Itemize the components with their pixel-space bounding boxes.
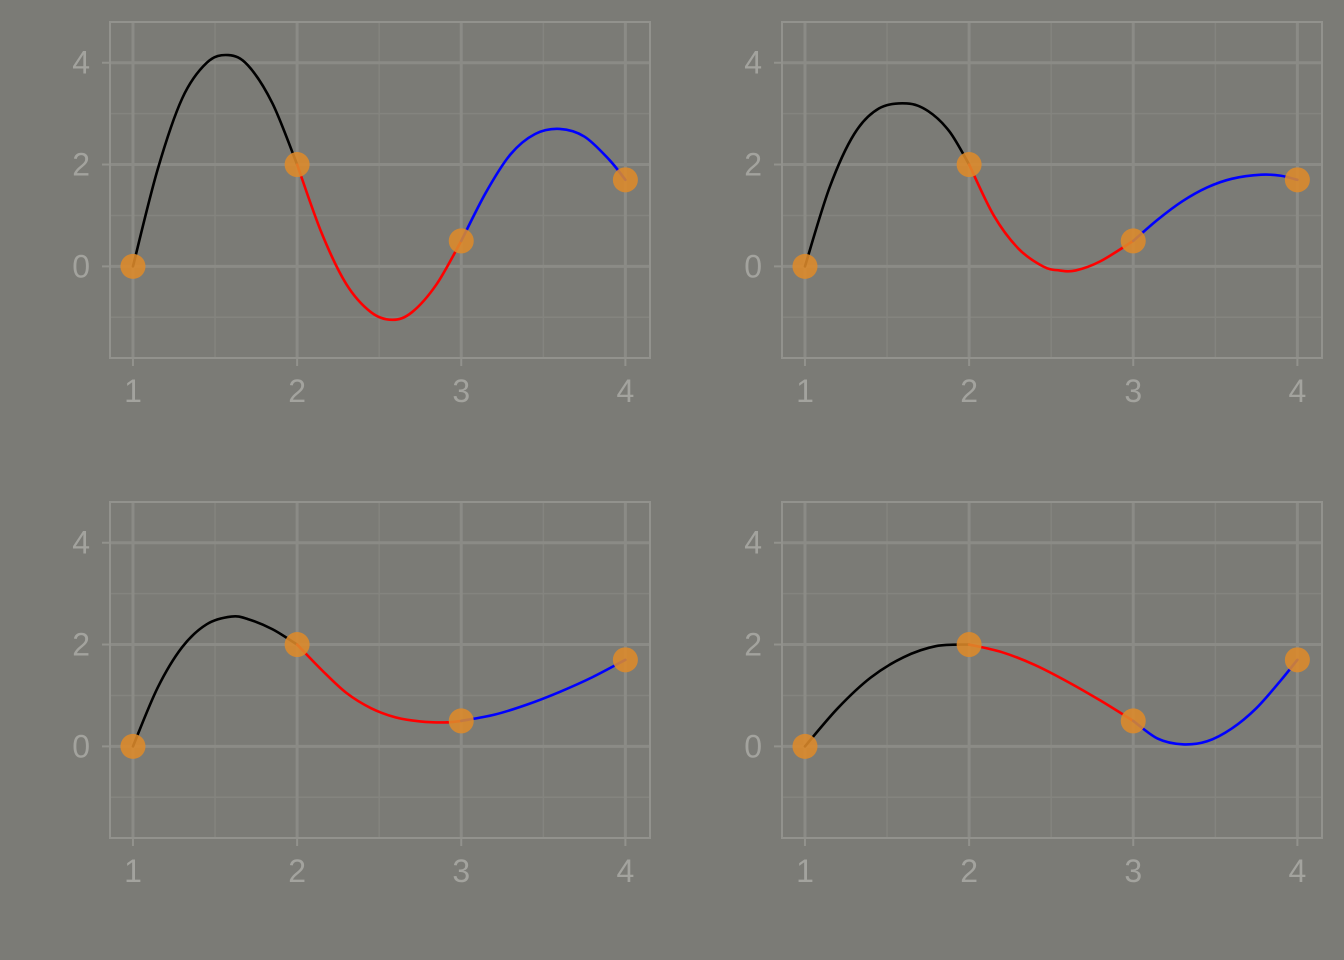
data-point — [792, 253, 818, 279]
spline-segment-1 — [803, 102, 971, 268]
x-tick-label: 4 — [1288, 853, 1306, 889]
data-point — [1120, 708, 1146, 734]
panel-border — [109, 501, 651, 839]
y-tick-label: 2 — [744, 627, 762, 663]
panel-border — [781, 21, 1323, 359]
data-point — [1284, 647, 1310, 673]
data-point — [612, 167, 638, 193]
x-tick-label: 3 — [452, 853, 470, 889]
spline-segment-3 — [459, 658, 627, 723]
x-tick-label: 3 — [1124, 853, 1142, 889]
x-tick-label: 4 — [1288, 373, 1306, 409]
data-point — [792, 733, 818, 759]
spline-segment-1 — [131, 614, 299, 748]
x-tick-label: 1 — [124, 853, 142, 889]
x-tick-label: 4 — [616, 373, 634, 409]
data-point — [1284, 167, 1310, 193]
x-tick-label: 4 — [616, 853, 634, 889]
data-point — [120, 733, 146, 759]
y-tick-label: 0 — [72, 728, 90, 764]
spline-segment-2 — [295, 163, 463, 322]
y-tick-label: 0 — [72, 248, 90, 284]
plot-area — [110, 502, 650, 838]
panel-border — [781, 501, 1323, 839]
y-tick-label: 0 — [744, 728, 762, 764]
y-tick-label: 4 — [744, 45, 762, 81]
plot-area — [782, 502, 1322, 838]
spline-segment-3 — [1131, 173, 1299, 243]
y-tick-label: 2 — [744, 147, 762, 183]
data-point — [448, 228, 474, 254]
y-tick-label: 4 — [744, 525, 762, 561]
spline-segment-3 — [459, 127, 627, 243]
data-point — [448, 708, 474, 734]
x-tick-label: 3 — [452, 373, 470, 409]
x-tick-label: 2 — [960, 373, 978, 409]
x-tick-label: 2 — [960, 853, 978, 889]
panel-2: 0 2 4 1 2 3 4 — [744, 21, 1323, 409]
data-point — [956, 152, 982, 178]
y-tick-label: 2 — [72, 147, 90, 183]
x-tick-label: 2 — [288, 373, 306, 409]
spline-segment-2 — [967, 163, 1135, 273]
x-tick-label: 1 — [796, 853, 814, 889]
x-tick-label: 2 — [288, 853, 306, 889]
data-point — [284, 632, 310, 658]
plot-area — [782, 22, 1322, 358]
panel-border — [109, 21, 651, 359]
spline-segment-2 — [295, 643, 463, 724]
spline-segment-2 — [967, 643, 1135, 723]
data-point — [612, 647, 638, 673]
data-point — [284, 152, 310, 178]
x-tick-label: 3 — [1124, 373, 1142, 409]
y-tick-label: 4 — [72, 525, 90, 561]
y-tick-label: 4 — [72, 45, 90, 81]
data-point — [956, 632, 982, 658]
panel-1: 0 2 4 1 2 3 4 — [72, 21, 651, 409]
x-tick-label: 1 — [796, 373, 814, 409]
data-point — [1120, 228, 1146, 254]
data-point — [120, 253, 146, 279]
x-tick-label: 1 — [124, 373, 142, 409]
plot-area — [110, 22, 650, 358]
y-tick-label: 0 — [744, 248, 762, 284]
panel-4: 0 2 4 1 2 3 4 — [744, 501, 1323, 889]
spline-segment-3 — [1131, 658, 1299, 746]
y-tick-label: 2 — [72, 627, 90, 663]
spline-segment-1 — [131, 53, 299, 268]
spline-segment-1 — [803, 643, 971, 748]
panel-3: 0 2 4 1 2 3 4 — [72, 501, 651, 889]
